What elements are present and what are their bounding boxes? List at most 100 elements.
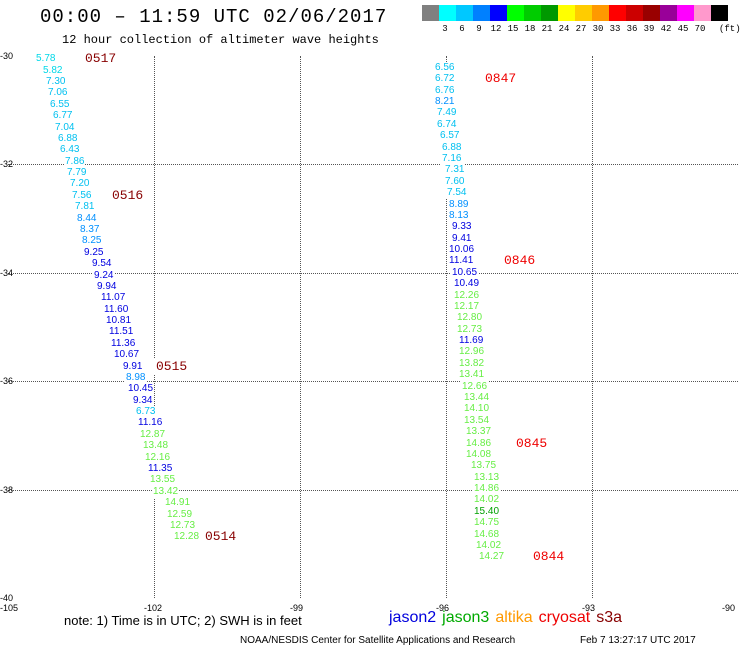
meridian-gridline [446, 56, 447, 598]
satellite-name: altika [495, 609, 533, 626]
wave-height-value: 12.73 [456, 324, 484, 336]
wave-height-value: 7.86 [64, 156, 86, 168]
scale-swatch [439, 5, 456, 21]
scale-label: 6 [459, 24, 465, 34]
wave-height-value: 9.54 [91, 258, 113, 270]
wave-height-value: 11.69 [458, 335, 485, 347]
scale-swatch [422, 5, 439, 21]
wave-height-value: 10.65 [451, 267, 479, 279]
wave-height-value: 8.44 [76, 213, 98, 225]
pass-time-label: 0846 [502, 253, 538, 268]
wave-height-value: 10.45 [127, 383, 155, 395]
scale-label: 42 [660, 24, 672, 34]
scale-label: 30 [592, 24, 604, 34]
wave-height-value: 12.16 [144, 452, 172, 464]
scale-label: 3 [442, 24, 448, 34]
scale-swatch [677, 5, 694, 21]
page-title: 00:00 – 11:59 UTC 02/06/2017 [40, 6, 388, 28]
wave-height-value: 14.10 [463, 403, 491, 415]
generated-timestamp: Feb 7 13:27:17 UTC 2017 [580, 635, 696, 646]
scale-swatch [711, 5, 728, 21]
scale-label: 45 [677, 24, 689, 34]
wave-height-value: 13.42 [152, 486, 180, 498]
scale-swatch [694, 5, 711, 21]
wave-height-value: 9.34 [132, 395, 154, 407]
scale-label: 18 [524, 24, 536, 34]
wave-height-value: 7.81 [74, 201, 96, 213]
wave-height-value: 7.79 [66, 167, 88, 179]
satellite-legend: jason2 jason3 altika cryosat s3a [389, 608, 628, 628]
wave-height-value: 13.13 [473, 472, 501, 484]
parallel-gridline [8, 164, 738, 165]
wave-height-value: 8.25 [81, 235, 103, 247]
wave-height-value: 7.30 [45, 76, 67, 88]
latitude-tick-label: -30 [0, 51, 14, 61]
scale-swatch [592, 5, 609, 21]
wave-height-value: 9.91 [122, 361, 144, 373]
wave-height-value: 10.49 [453, 278, 481, 290]
wave-height-value: 7.16 [441, 153, 463, 165]
wave-height-value: 7.54 [446, 187, 468, 199]
wave-height-value: 8.98 [125, 372, 147, 384]
wave-height-value: 14.27 [478, 551, 506, 563]
latitude-tick-label: -38 [0, 485, 14, 495]
wave-height-value: 10.67 [113, 349, 141, 361]
pass-time-label: 0847 [483, 71, 519, 86]
wave-height-value: 12.66 [461, 381, 489, 393]
map-plot-area[interactable]: 5.78 5.82 7.30 7.06 6.55 6.77 7.04 6.88 6.43 7.86… [8, 51, 738, 602]
wave-height-value: 11.35 [147, 463, 174, 475]
wave-height-value: 12.87 [139, 429, 167, 441]
wave-height-value: 11.16 [137, 417, 164, 429]
scale-swatch [541, 5, 558, 21]
wave-height-value: 14.68 [473, 529, 501, 541]
scale-label: 33 [609, 24, 621, 34]
wave-height-value: 12.59 [166, 509, 194, 521]
wave-height-value: 6.56 [434, 62, 456, 74]
wave-height-value: 13.44 [463, 392, 491, 404]
wave-height-value: 7.60 [444, 176, 466, 188]
satellite-name: jason3 [442, 609, 490, 626]
scale-swatch [575, 5, 592, 21]
longitude-tick-label: -102 [144, 603, 163, 613]
wave-height-value: 9.33 [451, 221, 473, 233]
wave-height-value: 11.60 [103, 304, 130, 316]
wave-height-value: 13.82 [458, 358, 486, 370]
scale-label: 36 [626, 24, 638, 34]
latitude-tick-label: -40 [0, 593, 14, 603]
wave-height-value: 6.88 [441, 142, 463, 154]
wave-height-value: 8.37 [79, 224, 101, 236]
wave-height-value: 13.55 [149, 474, 177, 486]
wave-height-value: 7.20 [69, 178, 91, 190]
scale-swatch [507, 5, 524, 21]
wave-height-value: 6.74 [436, 119, 458, 131]
wave-height-value: 12.96 [458, 346, 486, 358]
longitude-tick-label: -90 [722, 603, 736, 613]
longitude-tick-label: -93 [582, 603, 596, 613]
color-scale-legend: 3 6 9 12 15 18 21 24 27 30 33 36 39 42 45 70 (ft) [422, 5, 740, 35]
scale-swatch [524, 5, 541, 21]
longitude-tick-label: -99 [290, 603, 304, 613]
meridian-gridline [300, 56, 301, 598]
wave-height-value: 6.43 [59, 144, 81, 156]
wave-height-value: 6.57 [439, 130, 461, 142]
scale-label: 39 [643, 24, 655, 34]
wave-height-value: 5.78 [35, 53, 57, 65]
wave-height-value: 11.36 [110, 338, 137, 350]
wave-height-value: 7.49 [436, 107, 458, 119]
wave-height-value: 13.37 [465, 426, 493, 438]
wave-height-value: 6.88 [57, 133, 79, 145]
longitude-tick-label: -96 [436, 603, 450, 613]
scale-label: 21 [541, 24, 553, 34]
parallel-gridline [8, 381, 738, 382]
satellite-name: cryosat [538, 609, 591, 626]
scale-swatch [626, 5, 643, 21]
wave-height-value: 7.31 [444, 164, 466, 176]
wave-height-value: 6.73 [135, 406, 157, 418]
wave-height-value: 6.76 [434, 85, 456, 97]
wave-height-value: 6.77 [52, 110, 74, 122]
note-text: note: 1) Time is in UTC; 2) SWH is in fe… [64, 613, 302, 628]
parallel-gridline [8, 273, 738, 274]
scale-label: 27 [575, 24, 587, 34]
scale-swatch [490, 5, 507, 21]
